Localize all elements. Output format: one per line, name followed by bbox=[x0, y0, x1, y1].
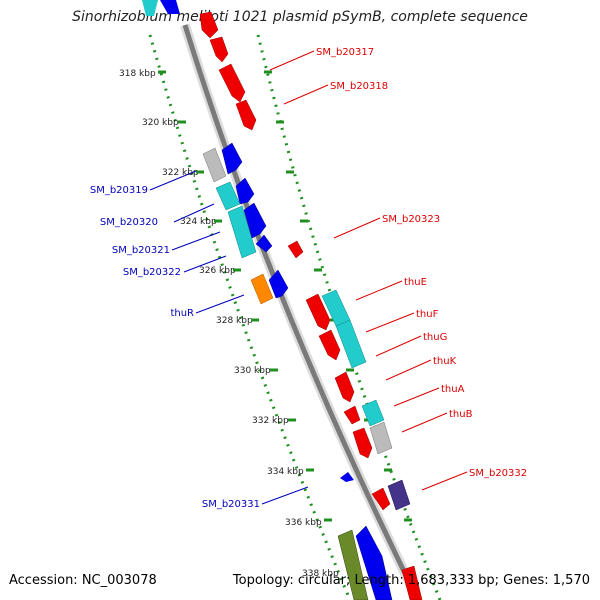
gene-arrow-reverse bbox=[160, 0, 180, 14]
rna-feature bbox=[142, 0, 158, 16]
gene-label[interactable]: thuA bbox=[441, 384, 465, 395]
leader-line bbox=[393, 387, 440, 407]
reverse-label-group: SM_b20319 SM_b20320 SM_b20321 SM_b20322 … bbox=[90, 170, 309, 510]
gene-label[interactable]: thuF bbox=[416, 309, 439, 320]
gene-label[interactable]: thuB bbox=[449, 409, 473, 420]
purple-feature bbox=[387, 479, 411, 511]
gene-arrow-reverse bbox=[235, 177, 255, 205]
gene-label[interactable]: thuG bbox=[423, 332, 447, 343]
gene-arrow-reverse bbox=[221, 142, 243, 175]
gene-label[interactable]: SM_b20323 bbox=[382, 214, 440, 225]
gene-arrow-forward bbox=[287, 240, 304, 259]
leader-line bbox=[269, 50, 315, 71]
forward-label-group: SM_b20317 SM_b20318 SM_b20323 thuE thuF … bbox=[269, 47, 527, 491]
gene-arrow-forward bbox=[305, 293, 331, 331]
gene-arrow-reverse bbox=[355, 525, 393, 600]
tick-label: 334 kbp bbox=[267, 467, 304, 477]
reverse-features bbox=[142, 0, 393, 600]
backbone bbox=[180, 23, 423, 600]
rna-feature bbox=[227, 205, 257, 259]
inner-major-ticks bbox=[158, 70, 332, 522]
accession-text: Accession: NC_003078 bbox=[9, 573, 157, 588]
tick-label: 336 kbp bbox=[285, 518, 322, 528]
gene-label[interactable]: SM_b20318 bbox=[330, 81, 388, 92]
gene-arrow-forward bbox=[199, 11, 219, 39]
gene-label[interactable]: SM_b20319 bbox=[90, 185, 148, 196]
tick-label: 326 kbp bbox=[199, 266, 236, 276]
map-title: Sinorhizobium meliloti 1021 plasmid pSym… bbox=[72, 9, 528, 25]
gene-label[interactable]: SM_b20322 bbox=[123, 267, 181, 278]
leader-line bbox=[421, 471, 468, 491]
tick-label: 318 kbp bbox=[119, 69, 156, 79]
tick-label: 324 kbp bbox=[180, 217, 217, 227]
gene-arrow-reverse bbox=[340, 472, 354, 482]
gene-label[interactable]: SM_b20320 bbox=[100, 217, 158, 228]
summary-text: Topology: circular; Length: 1,683,333 bp… bbox=[232, 573, 590, 588]
gene-arrow-forward bbox=[343, 405, 361, 425]
gene-label[interactable]: thuK bbox=[433, 356, 457, 367]
tick-label-group: 318 kbp 320 kbp 322 kbp 324 kbp 326 kbp … bbox=[119, 69, 322, 528]
tick-label: 328 kbp bbox=[216, 316, 253, 326]
tick-label: 330 kbp bbox=[234, 366, 271, 376]
leader-line bbox=[195, 294, 245, 314]
grey-feature bbox=[369, 421, 393, 455]
gene-arrow-forward bbox=[371, 487, 391, 511]
leader-line bbox=[355, 280, 403, 301]
gene-arrow-forward bbox=[318, 329, 341, 361]
rna-feature bbox=[335, 319, 367, 369]
leader-line bbox=[365, 312, 415, 333]
leader-line bbox=[149, 170, 197, 191]
gene-arrow-forward bbox=[334, 371, 355, 403]
leader-line bbox=[261, 486, 309, 505]
tick-label: 322 kbp bbox=[162, 168, 199, 178]
leader-line bbox=[183, 255, 227, 273]
leader-line bbox=[283, 84, 329, 105]
gene-arrow-reverse bbox=[268, 269, 289, 299]
gene-arrow-forward bbox=[401, 565, 423, 600]
rna-feature bbox=[215, 181, 241, 211]
grey-feature bbox=[202, 147, 227, 183]
gene-arrow-forward bbox=[352, 427, 373, 459]
leader-line bbox=[173, 203, 215, 223]
leader-line bbox=[171, 231, 221, 251]
forward-features bbox=[199, 11, 423, 600]
gene-label[interactable]: SM_b20317 bbox=[316, 47, 374, 58]
gene-label[interactable]: SM_b20332 bbox=[469, 468, 527, 479]
tick-label: 338 kbp bbox=[302, 569, 339, 579]
rna-feature bbox=[361, 399, 385, 427]
leader-line bbox=[385, 359, 432, 381]
gene-label[interactable]: SM_b20331 bbox=[202, 499, 260, 510]
backbone-core bbox=[182, 24, 421, 600]
olive-feature bbox=[337, 529, 369, 600]
gene-arrow-forward bbox=[235, 99, 257, 131]
leader-line bbox=[375, 335, 422, 357]
gene-arrow-forward bbox=[218, 63, 246, 103]
tick-label: 320 kbp bbox=[142, 118, 179, 128]
gene-arrow-reverse bbox=[243, 202, 267, 239]
gene-arrow-reverse bbox=[255, 234, 273, 253]
leader-line bbox=[333, 217, 381, 239]
gene-label[interactable]: SM_b20321 bbox=[112, 245, 170, 256]
gene-label[interactable]: thuR bbox=[170, 308, 194, 319]
tick-label: 332 kbp bbox=[252, 416, 289, 426]
gene-label[interactable]: thuE bbox=[404, 277, 427, 288]
leader-line bbox=[401, 412, 448, 433]
gene-arrow-forward bbox=[209, 36, 229, 63]
orange-feature bbox=[250, 273, 274, 305]
